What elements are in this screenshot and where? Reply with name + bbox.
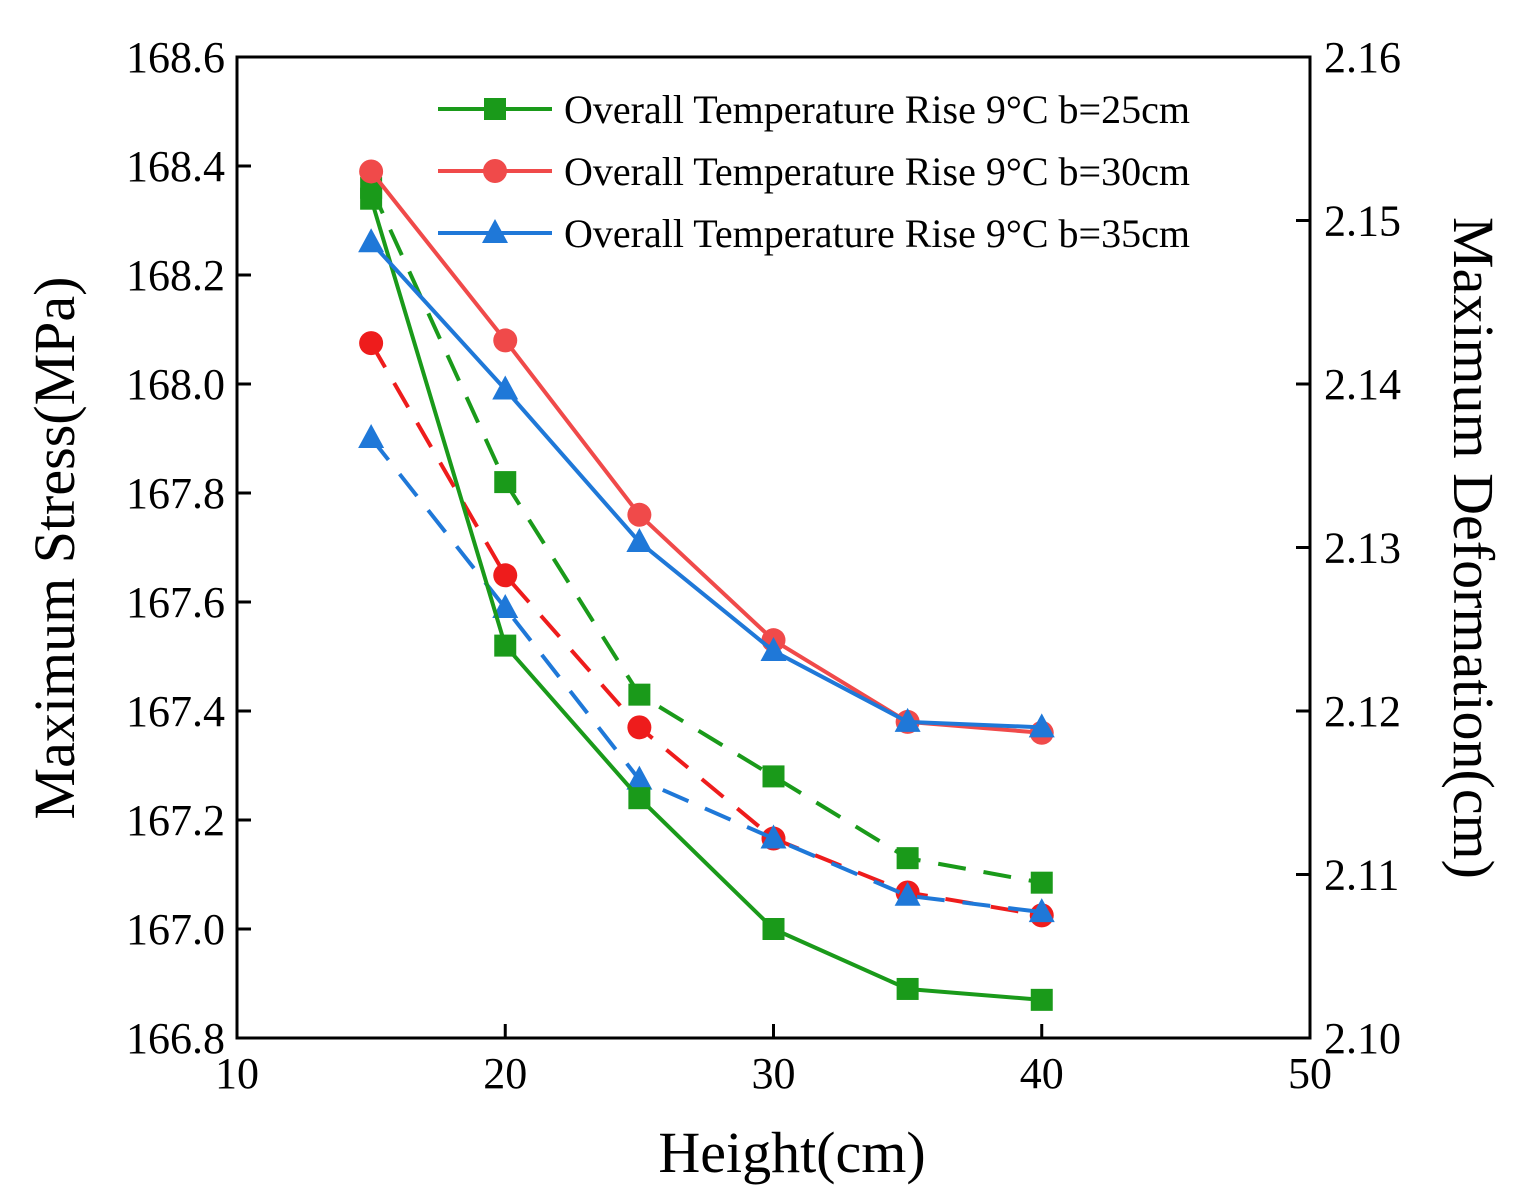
data-point [359, 331, 384, 356]
y-right-tick-label: 2.12 [1324, 687, 1401, 736]
legend-marker [482, 219, 508, 243]
y-right-tick-label: 2.13 [1324, 524, 1401, 573]
y-left-tick-label: 168.6 [126, 33, 225, 82]
data-point [492, 593, 519, 618]
data-point [628, 787, 651, 810]
legend-label: Overall Temperature Rise 9°C b=30cm [564, 149, 1190, 194]
series-line-4 [369, 342, 1043, 918]
data-point [628, 683, 651, 706]
series-2 [358, 228, 1055, 738]
data-point [627, 502, 652, 527]
y-right-tick-label: 2.15 [1324, 197, 1401, 246]
data-point [762, 765, 785, 788]
y-left-tick-label: 167.4 [126, 687, 225, 736]
series-line-2 [369, 240, 1042, 730]
data-point [760, 824, 787, 849]
y-right-tick-label: 2.10 [1324, 1014, 1401, 1063]
data-point [493, 563, 518, 588]
data-point [1028, 713, 1055, 738]
data-point [1030, 988, 1053, 1011]
legend: Overall Temperature Rise 9°C b=25cm Overa… [438, 87, 1190, 256]
data-point [626, 765, 653, 790]
data-point [360, 187, 383, 210]
y-left-tick-label: 168.0 [126, 360, 225, 409]
series-4 [359, 331, 1054, 928]
plot-series [358, 159, 1055, 1011]
x-tick-label: 30 [752, 1049, 796, 1098]
data-point [359, 159, 384, 184]
y-right-axis-title: Maximum Deformation(cm) [1441, 217, 1506, 879]
data-point [1030, 871, 1053, 894]
data-point [896, 977, 919, 1000]
data-point [1028, 898, 1055, 923]
y-left-tick-label: 167.8 [126, 469, 225, 518]
legend-marker [484, 98, 506, 120]
series-line-3 [369, 186, 1043, 885]
data-point [626, 528, 653, 553]
legend-label: Overall Temperature Rise 9°C b=25cm [564, 87, 1190, 132]
data-point [494, 471, 517, 494]
x-tick-label: 20 [483, 1049, 527, 1098]
y-left-tick-label: 168.4 [126, 142, 225, 191]
series-3 [360, 176, 1053, 894]
data-point [494, 634, 517, 657]
data-point [627, 715, 652, 740]
y-left-tick-label: 167.2 [126, 796, 225, 845]
data-point [894, 881, 921, 906]
x-axis-title: Height(cm) [658, 1120, 925, 1185]
data-point [896, 847, 919, 870]
data-point [760, 637, 787, 662]
data-point [492, 375, 519, 400]
x-tick-label: 10 [215, 1049, 259, 1098]
x-tick-label: 40 [1020, 1049, 1064, 1098]
y-left-tick-label: 167.6 [126, 578, 225, 627]
data-point [493, 328, 518, 353]
y-right-tick-label: 2.16 [1324, 33, 1401, 82]
y-right-tick-label: 2.11 [1324, 851, 1399, 900]
legend-marker [483, 159, 507, 183]
data-point [358, 423, 385, 448]
y-left-tick-label: 167.0 [126, 905, 225, 954]
legend-label: Overall Temperature Rise 9°C b=35cm [564, 211, 1190, 256]
data-point [762, 918, 785, 940]
x-tick-label: 50 [1288, 1049, 1332, 1098]
y-right-tick-label: 2.14 [1324, 360, 1401, 409]
data-point [358, 228, 385, 253]
y-left-axis-title: Maximum Stress(MPa) [22, 277, 87, 820]
series-line-5 [369, 436, 1042, 915]
series-5 [358, 423, 1055, 923]
data-point [894, 707, 921, 732]
y-left-tick-label: 168.2 [126, 251, 225, 300]
series-line-0 [369, 198, 1042, 1002]
series-0 [360, 187, 1053, 1011]
y-left-tick-label: 166.8 [126, 1014, 225, 1063]
ticks: 10 20 30 40 50 166.8 167.0 167.2 167.4 167.6 167.8… [126, 33, 1401, 1098]
